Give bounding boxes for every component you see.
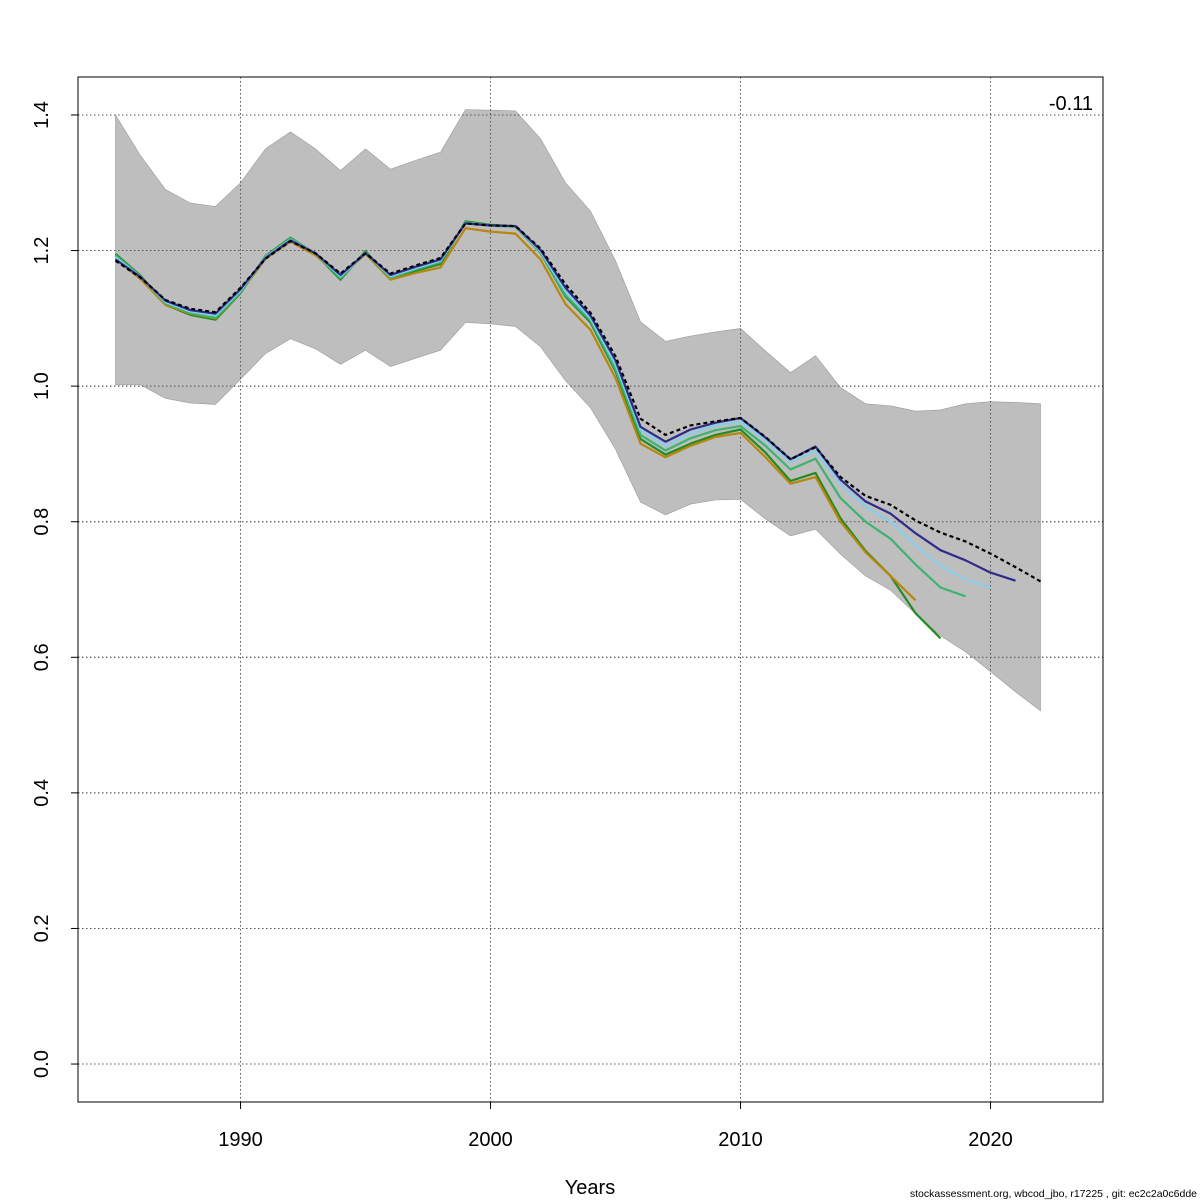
y-tick-label: 1.0 [31,372,53,400]
series-lines [114,220,1042,640]
footer-credit: stockassessment.org, wbcod_jbo, r17225 ,… [910,1188,1197,1200]
x-axis-title: Years [565,1177,615,1199]
y-tick-label: 0.6 [31,643,53,671]
y-tick-label: 0.4 [31,779,53,807]
x-tick-label: 2000 [468,1129,513,1151]
y-tick-label: 0.8 [31,508,53,536]
y-axis: 0.0 0.2 0.4 0.6 0.8 1.0 1.2 1.4 [31,101,78,1078]
x-axis: 1990 2000 2010 2020 [218,1101,1013,1151]
correlation-annotation: -0.11 [1049,93,1093,115]
x-tick-label: 2020 [968,1129,1013,1151]
x-tick-label: 2010 [718,1129,763,1151]
x-tick-label: 1990 [218,1129,263,1151]
confidence-band [115,109,1041,712]
y-tick-label: 1.4 [31,101,53,129]
y-tick-label: 0.2 [31,915,53,943]
grid-lines-overlay [78,77,1103,1102]
y-tick-label: 1.2 [31,237,53,265]
y-tick-label: 0.0 [31,1050,53,1078]
